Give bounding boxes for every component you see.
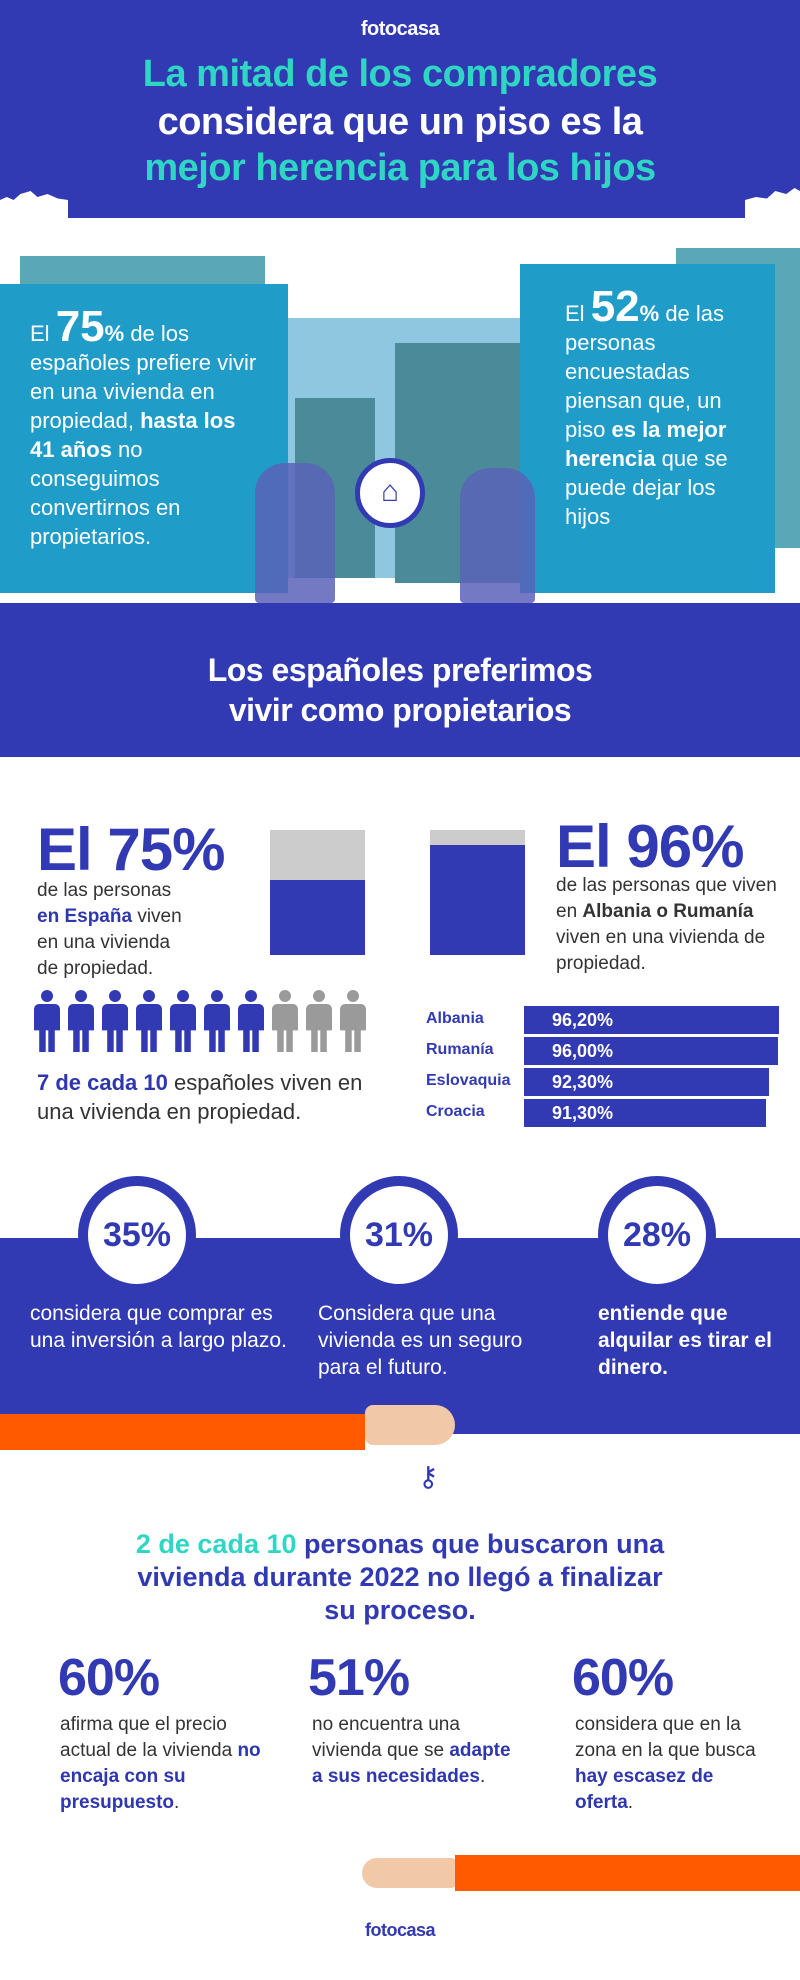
person-icon bbox=[204, 990, 230, 1052]
people-pictogram bbox=[34, 990, 374, 1052]
people-text: 7 de cada 10 españoles viven en una vivi… bbox=[37, 1070, 363, 1124]
spain-text: de las personas en España viven en una v… bbox=[37, 880, 182, 979]
stat-value-3: 60% bbox=[572, 1649, 674, 1707]
circle-text-1: considera que comprar es una inversión a… bbox=[30, 1302, 287, 1352]
bar: 91,30% bbox=[524, 1099, 766, 1127]
person-icon bbox=[340, 990, 366, 1052]
bar-label: Albania bbox=[426, 1010, 484, 1027]
orange-bar-bottom bbox=[455, 1855, 800, 1891]
circle-text-3: entiende que alquilar es tirar el dinero… bbox=[598, 1302, 772, 1379]
search-headline: 2 de cada 10 personas que buscaron una v… bbox=[135, 1529, 665, 1625]
skyline-left bbox=[0, 191, 68, 218]
circle-text-2: Considera que una vivienda es un seguro … bbox=[318, 1302, 523, 1379]
bar-label: Eslovaquia bbox=[426, 1072, 511, 1089]
panel-right: El 52% de las personas encuestadas piens… bbox=[520, 264, 775, 593]
person-icon bbox=[238, 990, 264, 1052]
bar-label: Rumanía bbox=[426, 1041, 494, 1058]
panel-left: El 75% de los españoles prefiere vivir e… bbox=[0, 284, 288, 593]
hand-with-keys-icon bbox=[365, 1405, 455, 1445]
bar: 92,30% bbox=[524, 1068, 769, 1096]
fotocasa-logo: fotocasa bbox=[360, 18, 440, 40]
family-illustration-left bbox=[255, 463, 335, 603]
building-icon-albania bbox=[430, 830, 525, 955]
stat-text-1: afirma que el precio actual de la vivien… bbox=[60, 1714, 261, 1813]
albania-text: de las personas que viven en Albania o R… bbox=[556, 875, 777, 974]
stat-circle-1: 35% bbox=[78, 1176, 196, 1294]
stat-text-2: no encuentra una vivienda que se adapte … bbox=[312, 1714, 511, 1787]
house-hand-icon: ⌂ bbox=[355, 458, 425, 528]
scene: El 75% de los españoles prefiere vivir e… bbox=[0, 218, 800, 603]
section-band: Los españoles preferimos vivir como prop… bbox=[0, 603, 800, 757]
stat-value-1: 60% bbox=[58, 1649, 160, 1707]
bar: 96,00% bbox=[524, 1037, 779, 1065]
bar-label: Croacia bbox=[426, 1103, 485, 1120]
stat-text-3: considera que en la zona en la que busca… bbox=[575, 1714, 756, 1813]
skyline-right bbox=[745, 188, 800, 218]
spain-headline: El 75% bbox=[37, 816, 225, 883]
family-illustration-right bbox=[460, 468, 535, 603]
person-icon bbox=[272, 990, 298, 1052]
hand-icon-bottom bbox=[362, 1858, 457, 1888]
keys-icon: ⚷ bbox=[418, 1461, 439, 1492]
section-title-line-2: vivir como propietarios bbox=[228, 692, 572, 728]
stat-circle-3: 28% bbox=[598, 1176, 716, 1294]
title-line-1: La mitad de los compradores bbox=[142, 53, 658, 95]
albania-headline: El 96% bbox=[556, 813, 744, 880]
stat-value-2: 51% bbox=[308, 1649, 410, 1707]
header: fotocasa La mitad de los compradores con… bbox=[0, 0, 800, 218]
title-line-3: mejor herencia para los hijos bbox=[144, 147, 656, 189]
orange-bar-top bbox=[0, 1414, 365, 1450]
bar: 96,20% bbox=[524, 1006, 779, 1034]
person-icon bbox=[102, 990, 128, 1052]
person-icon bbox=[170, 990, 196, 1052]
stat-circle-2: 31% bbox=[340, 1176, 458, 1294]
section-title-line-1: Los españoles preferimos bbox=[207, 652, 593, 688]
person-icon bbox=[306, 990, 332, 1052]
person-icon bbox=[34, 990, 60, 1052]
person-icon bbox=[136, 990, 162, 1052]
title-line-2: considera que un piso es la bbox=[157, 101, 643, 143]
person-icon bbox=[68, 990, 94, 1052]
building-icon-spain bbox=[270, 830, 365, 955]
footer-logo: fotocasa bbox=[364, 1920, 436, 1940]
